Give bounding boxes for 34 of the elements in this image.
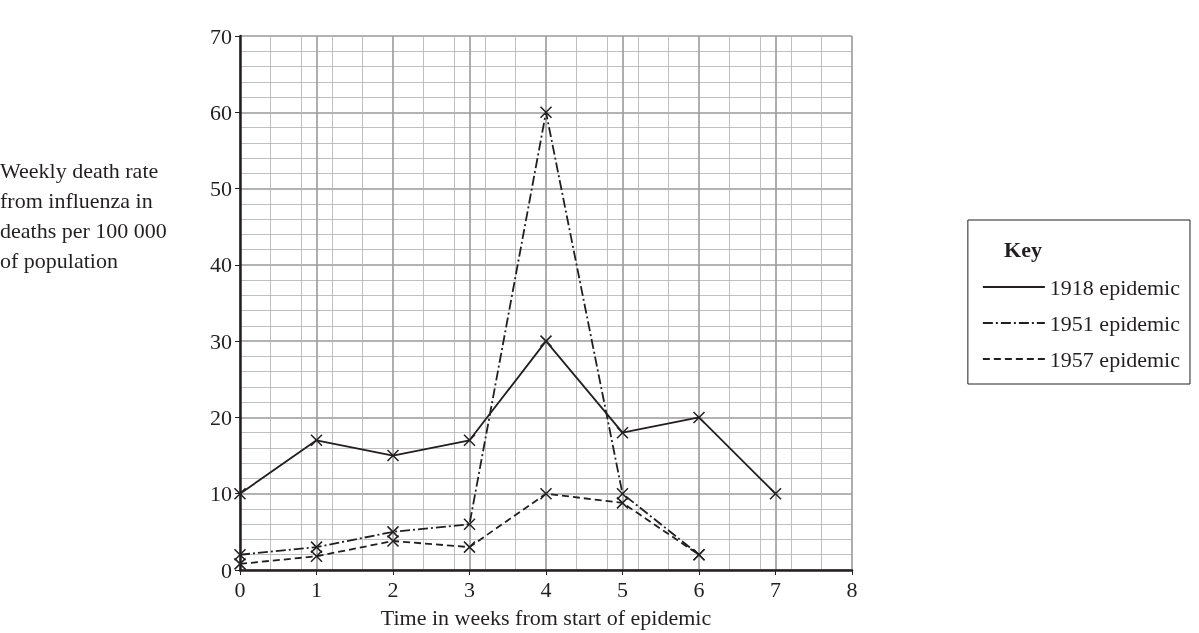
point (310, 434, 323, 447)
point (463, 434, 476, 447)
y-tick-label: 10 (210, 481, 232, 507)
x-tick-label: 1 (311, 576, 322, 602)
point (616, 426, 629, 439)
point (769, 487, 782, 500)
point (692, 411, 706, 424)
legend-label: 1957 epidemic (1049, 346, 1181, 372)
x-tick-label: 5 (617, 576, 628, 602)
x-axis-title: Time in weeks from start of epidemic (380, 604, 712, 630)
point (539, 106, 553, 119)
y-tick-label: 30 (210, 328, 232, 354)
point (386, 449, 400, 462)
x-tick-label: 8 (846, 576, 858, 602)
point (233, 487, 247, 500)
y-tick-label: 20 (210, 404, 232, 430)
legend-label: 1918 epidemic (1049, 274, 1181, 300)
y-tick-label: 50 (210, 176, 232, 202)
legend-label: 1951 epidemic (1049, 310, 1181, 336)
point (463, 517, 476, 531)
point (539, 334, 553, 348)
x-tick-label: 7 (770, 576, 781, 602)
y-tick-label: 70 (210, 23, 232, 49)
y-tick-label: 40 (210, 252, 232, 278)
legend-title: Key (1004, 236, 1043, 262)
point (539, 487, 553, 500)
x-tick-label: 4 (540, 576, 552, 602)
x-tick-label: 2 (387, 576, 399, 602)
x-tick-label: 6 (693, 576, 705, 602)
point (463, 540, 476, 554)
y-tick-label: 60 (210, 99, 232, 125)
x-tick-label: 3 (464, 576, 475, 602)
y-tick-label: 0 (221, 557, 232, 583)
y-axis-title: Weekly death rate from influenza in deaths per 100 000 of population (0, 157, 173, 273)
